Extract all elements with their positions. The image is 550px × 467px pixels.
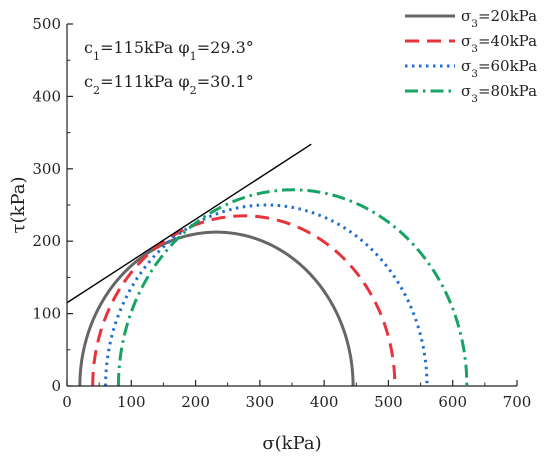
y-tick-label: 0 xyxy=(51,377,61,395)
annotation-1: c1=115kPa φ1=29.3° xyxy=(84,38,254,63)
x-tick-label: 0 xyxy=(62,393,72,411)
axes: 0 100 200 300 400 500 600 700 0 100 200 300 400 500 xyxy=(32,15,531,411)
x-tick-label: 700 xyxy=(503,393,532,411)
x-axis-label: σ(kPa) xyxy=(262,433,321,454)
mohr-circle-series-1 xyxy=(78,230,355,386)
legend-label-2: σ3=40kPa xyxy=(461,32,537,55)
mohr-circle-series-2 xyxy=(91,214,397,386)
annotation-2: c2=111kPa φ2=30.1° xyxy=(84,72,254,97)
y-tick-label: 200 xyxy=(32,232,61,250)
y-tick-label: 300 xyxy=(32,160,61,178)
plot-area xyxy=(67,143,469,386)
legend-label-3: σ3=60kPa xyxy=(461,57,537,80)
y-tick-label: 100 xyxy=(32,305,61,323)
y-tick-label: 400 xyxy=(32,87,61,105)
x-tick-label: 200 xyxy=(181,393,210,411)
mohr-circle-series-4 xyxy=(116,188,469,386)
x-tick-label: 300 xyxy=(246,393,275,411)
failure-envelope-line xyxy=(67,143,312,304)
x-tick-label: 600 xyxy=(438,393,467,411)
x-tick-label: 400 xyxy=(310,393,339,411)
y-axis-label: τ(kPa) xyxy=(8,177,29,234)
y-tick-label: 500 xyxy=(32,15,61,33)
annotations: c1=115kPa φ1=29.3° c2=111kPa φ2=30.1° xyxy=(84,38,254,97)
x-tick-label: 500 xyxy=(374,393,403,411)
legend-label-1: σ3=20kPa xyxy=(461,7,537,30)
mohr-circle-series-3 xyxy=(104,203,429,386)
x-tick-label: 100 xyxy=(117,393,146,411)
legend-label-4: σ3=80kPa xyxy=(461,82,537,105)
